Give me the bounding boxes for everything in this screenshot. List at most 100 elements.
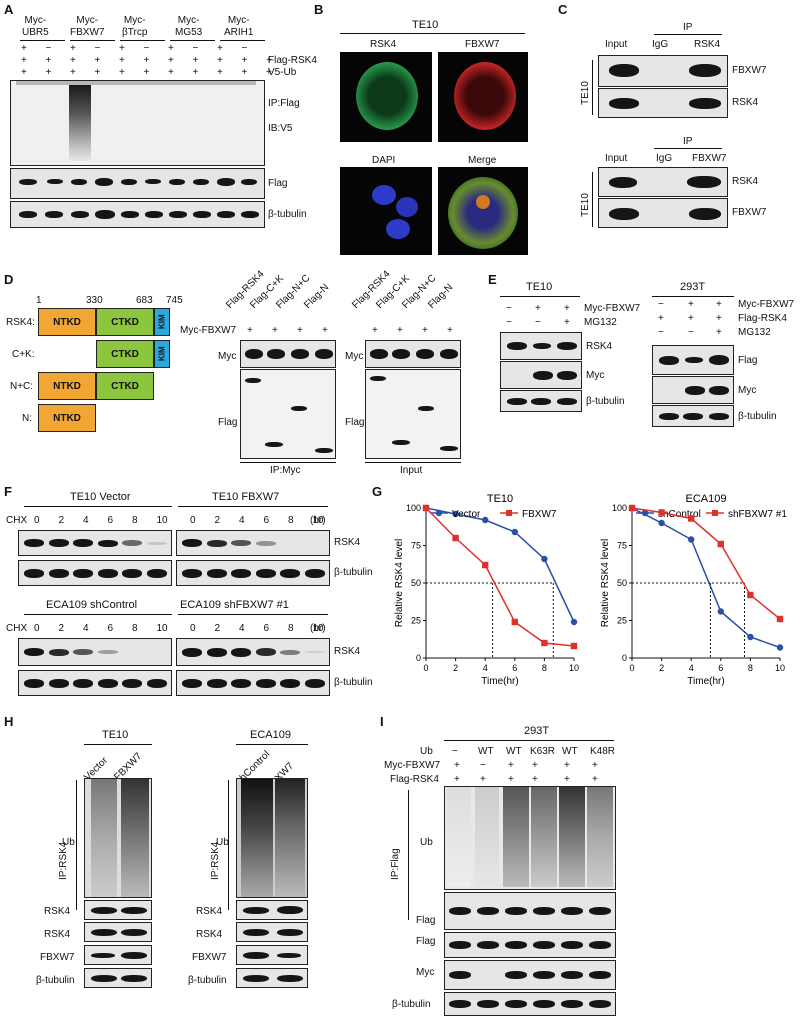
blot-band [561,1000,583,1008]
d-plus-5: + [372,325,378,336]
f-time-r-1-1: 2 [214,515,221,526]
i-ub-col-0: − [452,746,458,757]
d-myc-fbxw7: Myc-FBXW7 [180,325,237,336]
d-row-n: N: [22,413,32,424]
b-merge-image [438,167,528,255]
blot-band [231,540,251,546]
g-xlabel-0: Time(hr) [481,676,518,687]
a-sign-r2-c8: + [217,67,223,78]
c-rsk4-label-1: RSK4 [732,97,759,108]
panel-label-c: C [558,2,568,17]
f-tub-label-2: β-tubulin [334,677,373,688]
i-r2-2: + [508,760,514,771]
e-myc-blot-l [500,361,582,389]
f-time-l-2-3: 6 [107,623,114,634]
a-v5ub-label: V5-Ub [268,67,297,78]
c-blot-fbxw7-2 [598,198,728,228]
a-sign-r0-c9: − [241,43,248,54]
e-myc-label-l: Myc [586,370,605,381]
panel-label-i: I [380,714,384,729]
g-point-1-1-0 [628,504,636,512]
a-sign-r0-c3: − [94,43,101,54]
g-point-0-1-2 [482,561,489,569]
g-ytick-label-0: 0 [416,653,421,663]
d-flag-label-in: Flag [345,417,365,428]
a-col-mg53: Myc- MG53 [175,15,203,38]
f-rsk4-blot-2 [176,530,330,556]
i-r3-5: + [592,774,598,785]
d-plus-1: + [247,325,253,336]
blot-band [122,540,142,546]
e-l-r1-0: − [506,303,512,314]
blot-band [182,568,202,578]
c-igg-2: IgG [656,153,673,164]
f-time-l-1-1: 2 [58,515,65,526]
g-point-0-0-4 [541,555,548,563]
a-sign-r1-c7: + [192,55,199,66]
g-ytick-label-1: 50 [617,578,627,588]
a-sign-r0-c4: + [119,43,125,54]
f-title-1: TE10 Vector [70,491,131,503]
i-ub-col-2: WT [506,746,522,757]
b-dapi: DAPI [372,155,396,166]
i-myc-label: Myc [416,967,435,978]
g-title-1: ECA109 [686,493,727,505]
b-rsk4-image [340,52,432,142]
d-kim-2: KIM [154,340,170,368]
blot-band [24,539,44,547]
d-myc-label-in: Myc [345,351,364,362]
i-r2-4: + [564,760,570,771]
f-time-r-1-3: 6 [263,515,270,526]
c-blot-rsk4-1 [598,88,728,118]
d-input: Input [400,465,423,476]
g-legend-marker-1-0 [641,509,649,517]
a-sign-r0-c7: − [192,43,199,54]
f-time-l-1-3: 6 [107,515,114,526]
g-ytick-label-0: 50 [411,578,421,588]
blot-band [255,540,276,546]
i-r3-2: + [508,774,514,785]
f-tub-blot-2 [176,560,330,586]
f-time-l-1-5: 10 [156,515,168,526]
blot-band [449,1000,471,1008]
a-sign-r1-c1: + [45,55,52,66]
blot-band [561,971,583,979]
d-plus-4: + [322,325,328,336]
d-ntkd-3: NTKD [38,372,96,400]
e-r-r3-1: − [688,327,694,338]
d-myc-label-ip: Myc [218,351,237,362]
e-l-r1-2: + [564,303,570,314]
h-rsk4-label-1: RSK4 [44,929,71,940]
blot-band [182,539,202,547]
g-xtick-label-1: 0 [629,663,634,673]
b-fbxw7: FBXW7 [465,39,500,50]
h-ub-blot-2 [236,778,308,898]
g-series-line-0-0 [425,507,575,623]
g-xtick-label-0: 10 [569,663,579,673]
h-rsk4-ip-blot-1 [84,900,152,920]
d-plus-3: + [297,325,303,336]
d-flag-label-ip: Flag [218,417,238,428]
a-sign-r1-c5: + [143,55,150,66]
blot-band [477,941,499,949]
c-input-2: Input [605,153,628,164]
blot-band [449,941,471,949]
e-r-r2-0: + [658,313,664,324]
blot-band [24,568,44,578]
blot-band [505,941,527,949]
h-fbxw7-blot-2 [236,945,308,965]
d-plus-6: + [397,325,403,336]
blot-band [505,907,527,915]
blot-band [280,649,300,655]
a-sign-r0-c2: + [70,43,76,54]
e-myc-fbxw7-l: Myc-FBXW7 [584,303,641,314]
f-rsk4-label-1: RSK4 [334,537,361,548]
b-rsk4: RSK4 [370,39,397,50]
g-point-1-1-2 [688,515,695,522]
f-time-r-2-1: 2 [214,623,221,634]
blot-band [231,678,251,688]
e-l-r1-1: + [535,303,541,314]
f-title-4: ECA109 shFBXW7 #1 [180,599,289,611]
h-tub-label-1: β-tubulin [36,975,75,986]
